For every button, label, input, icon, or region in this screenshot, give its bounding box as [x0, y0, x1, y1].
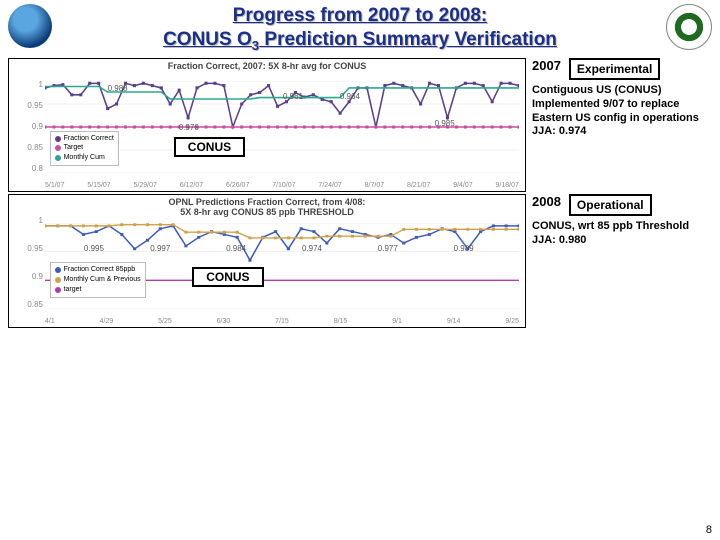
noaa-logo [8, 4, 52, 48]
chart-annotation: 0.974 [301, 244, 323, 253]
chart-annotation: 0.997 [149, 244, 171, 253]
chart-2008: OPNL Predictions Fraction Correct, from … [8, 194, 526, 328]
chart-2008-title: OPNL Predictions Fraction Correct, from … [9, 197, 525, 217]
chart-annotation: 0.961 [282, 92, 304, 101]
chart-2007-xaxis: 5/1/075/15/075/29/076/12/076/26/077/10/0… [45, 182, 519, 189]
side-2007: 2007 Experimental Contiguous US (CONUS) … [532, 58, 712, 192]
chart-2008-title-l1: OPNL Predictions Fraction Correct, from … [169, 197, 366, 207]
chart-annotation: 0.995 [83, 244, 105, 253]
chart-annotation: 0.977 [377, 244, 399, 253]
conus-label: CONUS [192, 267, 263, 287]
chart-2008-yaxis: 10.950.90.85 [11, 217, 43, 309]
conus-label: CONUS [174, 137, 245, 157]
chart-annotation: 0.976 [178, 123, 200, 132]
title-block: Progress from 2007 to 2008: CONUS O3 Pre… [0, 0, 720, 56]
side-2008: 2008 Operational CONUS, wrt 85 ppb Thres… [532, 194, 712, 328]
year-2007: 2007 [532, 58, 561, 73]
row-2007: Fraction Correct, 2007: 5X 8-hr avg for … [8, 58, 712, 192]
title-l2-post: Prediction Summary Verification [259, 29, 557, 50]
chart-annotation: 0.984 [225, 244, 247, 253]
chart-annotation: 0.989 [453, 244, 475, 253]
chart-2007-yaxis: 10.950.90.850.8 [11, 81, 43, 173]
title-l2-pre: CONUS O [163, 29, 252, 50]
chart-2008-title-l2: 5X 8-hr avg CONUS 85 ppb THRESHOLD [180, 207, 354, 217]
chart-2007-title: Fraction Correct, 2007: 5X 8-hr avg for … [9, 61, 525, 71]
chart-annotation: 0.985 [434, 119, 456, 128]
badge-operational: Operational [569, 194, 652, 216]
side-2008-text: CONUS, wrt 85 ppb Threshold JJA: 0.980 [532, 220, 712, 248]
year-2008: 2008 [532, 194, 561, 209]
side-2007-text: Contiguous US (CONUS) Implemented 9/07 t… [532, 84, 712, 139]
epa-logo [666, 4, 712, 50]
chart-annotation: 0.988 [107, 84, 129, 93]
badge-experimental: Experimental [569, 58, 660, 80]
chart-annotation: 0.964 [339, 92, 361, 101]
chart-legend: Fraction CorrectTargetMonthly Cum [50, 131, 119, 166]
chart-2008-xaxis: 4/14/295/256/307/158/159/19/149/25 [45, 318, 519, 325]
page-number: 8 [706, 524, 712, 536]
chart-legend: Fraction Correct 85ppbMonthly Cum & Prev… [50, 262, 146, 297]
chart-2007: Fraction Correct, 2007: 5X 8-hr avg for … [8, 58, 526, 192]
row-2008: OPNL Predictions Fraction Correct, from … [8, 194, 712, 328]
title-line-2: CONUS O3 Prediction Summary Verification [60, 28, 660, 54]
title-line-1: Progress from 2007 to 2008: [60, 4, 660, 28]
